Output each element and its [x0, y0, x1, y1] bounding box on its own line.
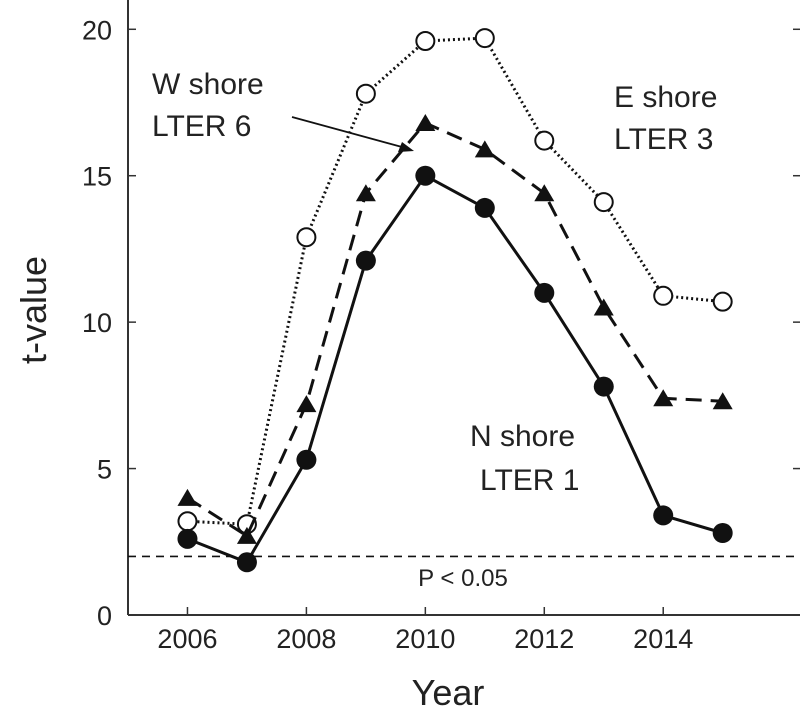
x-tick-label: 2012	[514, 624, 574, 654]
data-point-filled-circle	[355, 250, 376, 271]
annotation-e-shore-line1: E shore	[614, 81, 717, 114]
data-point-filled-circle	[593, 376, 614, 397]
data-point-open-circle	[593, 192, 614, 213]
data-point-filled-circle	[534, 282, 555, 303]
data-point-filled-triangle	[593, 298, 614, 316]
data-point-filled-triangle	[415, 114, 436, 131]
annotation-w-shore-line1: W shore	[152, 68, 264, 101]
y-axis-title: t-value	[13, 256, 54, 364]
data-point-filled-circle	[177, 528, 198, 549]
series-line-dashed-triangle	[186, 121, 723, 538]
significance-label: P < 0.05	[418, 565, 508, 592]
data-point-filled-triangle	[712, 392, 733, 410]
x-tick-label: 2008	[276, 624, 336, 654]
annotation-w-shore: W shore LTER 6	[152, 68, 414, 152]
data-point-open-circle	[296, 227, 317, 248]
annotation-w-shore-line2: LTER 6	[152, 110, 251, 143]
series-layer	[177, 28, 733, 573]
data-point-open-circle	[415, 31, 436, 51]
x-tick-label: 2014	[633, 624, 693, 654]
data-point-filled-circle	[653, 505, 674, 526]
x-tick-label: 2006	[157, 624, 217, 654]
data-point-open-circle	[653, 285, 674, 306]
series-solid-circle	[177, 165, 733, 573]
data-point-filled-triangle	[474, 140, 495, 158]
series-line-solid-circle	[186, 174, 724, 564]
annotation-w-shore-arrow-head	[398, 142, 414, 152]
data-point-filled-triangle	[296, 395, 317, 413]
annotation-e-shore: E shore LTER 3	[614, 81, 717, 156]
series-dashed-triangle	[177, 114, 733, 544]
annotation-n-shore: N shore LTER 1	[470, 420, 579, 497]
data-point-open-circle	[355, 83, 376, 104]
data-point-filled-triangle	[177, 488, 198, 506]
x-tick-label: 2010	[395, 624, 455, 654]
data-point-filled-triangle	[653, 389, 674, 407]
annotation-n-shore-line1: N shore	[470, 420, 575, 453]
data-point-open-circle	[534, 130, 555, 151]
data-point-filled-triangle	[236, 526, 257, 544]
data-point-filled-circle	[474, 197, 495, 218]
axes	[127, 0, 800, 616]
annotation-w-shore-arrow-shaft	[291, 116, 403, 148]
tick-layer: 0 5 10 15 20 2006 2008 2010 2012 2014	[82, 15, 800, 654]
data-point-filled-circle	[296, 449, 317, 470]
series-line-dotted-circle	[187, 36, 723, 526]
y-tick-label: 0	[97, 601, 112, 631]
data-point-open-circle	[712, 291, 733, 312]
data-point-filled-circle	[712, 523, 733, 543]
data-point-open-circle	[474, 28, 495, 49]
data-point-filled-circle	[415, 165, 436, 186]
y-tick-label: 10	[82, 308, 112, 338]
y-tick-label: 15	[82, 162, 112, 192]
y-tick-label: 20	[82, 15, 112, 45]
x-axis-title: Year	[412, 672, 485, 713]
data-point-filled-triangle	[355, 184, 376, 202]
data-point-open-circle	[177, 511, 198, 532]
annotation-e-shore-line2: LTER 3	[614, 123, 713, 156]
y-tick-label: 5	[97, 455, 112, 485]
annotation-n-shore-line2: LTER 1	[480, 464, 579, 497]
data-point-filled-circle	[236, 552, 257, 573]
data-point-filled-triangle	[534, 184, 555, 202]
series-dotted-circle	[177, 28, 733, 535]
